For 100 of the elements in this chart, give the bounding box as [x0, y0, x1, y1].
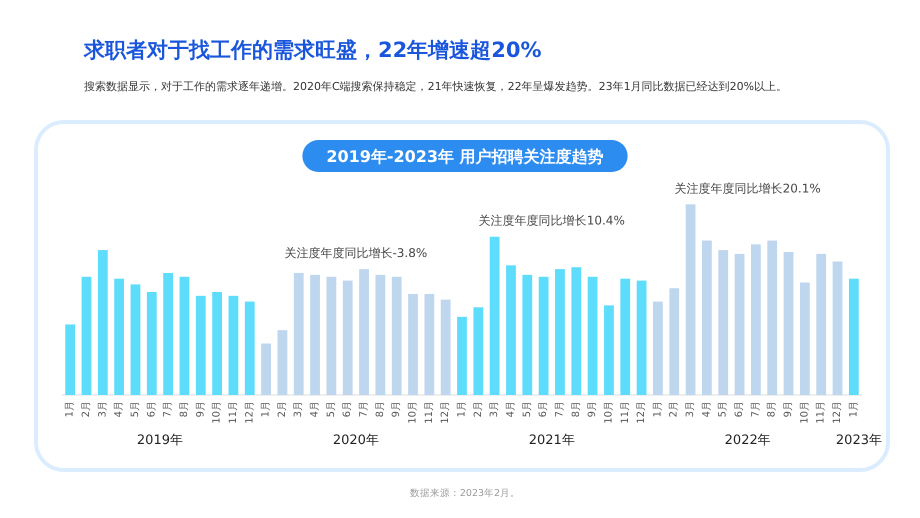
text: 2019年: [136, 433, 184, 448]
bar: [473, 307, 484, 395]
bar: [408, 294, 418, 395]
bar: [750, 244, 761, 395]
bar: [571, 267, 582, 395]
x-tick-label: 7月: [554, 401, 566, 418]
x-tick-label: 8月: [374, 401, 386, 418]
x-tick-label: 5月: [130, 401, 141, 418]
bar: [424, 294, 434, 395]
bar: [114, 278, 124, 395]
chart-subtitle: 搜索数据显示，对于工作的需求逐年递增。2020年C端搜索保持稳定，21年快速恢复，22年呈爆发趋势。23年1月同比数据已经达到20%以上。: [84, 80, 788, 93]
bar: [261, 344, 271, 395]
x-tick-label: 8月: [178, 401, 190, 418]
bar: [832, 262, 842, 395]
bar: [294, 272, 304, 395]
bar: [326, 276, 336, 395]
bar: [522, 274, 532, 395]
x-tick-label: 6月: [146, 401, 158, 418]
text: 2019年-2023年 用户招聘关注度趋势: [326, 147, 604, 166]
x-tick-label: 4月: [310, 401, 321, 418]
x-tick-label: 4月: [701, 401, 712, 418]
x-tick-label: 4月: [505, 401, 516, 418]
bar: [244, 302, 255, 395]
bar: [686, 204, 696, 395]
x-tick-label: 10月: [799, 401, 810, 424]
bar: [555, 269, 565, 395]
text: 关注度年度同比增长20.1%: [674, 181, 821, 196]
text: 2022年: [724, 433, 771, 448]
x-tick-label: 6月: [734, 401, 746, 418]
bar: [212, 292, 222, 395]
x-tick-label: 5月: [718, 401, 729, 418]
x-tick-label: 2月: [80, 401, 92, 418]
x-tick-label: 8月: [570, 401, 582, 418]
x-tick-label: 3月: [489, 401, 500, 418]
x-tick-label: 12月: [440, 401, 452, 424]
x-tick-label: 7月: [162, 401, 174, 418]
x-tick-label: 11月: [620, 401, 631, 424]
bar: [669, 288, 680, 395]
bar: [604, 305, 614, 395]
x-tick-label: 9月: [783, 401, 794, 418]
bar: [702, 240, 712, 395]
bar: [636, 280, 646, 395]
source-note: 数据来源：2023年2月。: [410, 487, 520, 499]
x-tick-label: 6月: [538, 401, 550, 418]
x-tick-label: 12月: [636, 401, 648, 424]
x-tick-label: 12月: [832, 401, 844, 424]
x-tick-label: 5月: [522, 401, 533, 418]
x-tick-label: 1月: [848, 401, 860, 418]
bar: [457, 316, 467, 395]
bar: [490, 236, 500, 395]
x-tick-label: 4月: [114, 401, 125, 418]
chart-title: 求职者对于找工作的需求旺盛，22年增速超20%: [83, 38, 542, 62]
bar: [734, 254, 744, 395]
text: 2023年: [836, 433, 882, 448]
bar: [506, 265, 516, 395]
x-tick-label: 1月: [260, 401, 272, 418]
x-tick-label: 1月: [652, 401, 664, 418]
x-tick-label: 11月: [228, 401, 239, 424]
bar: [653, 302, 663, 395]
bar: [359, 269, 369, 395]
x-tick-label: 2月: [668, 401, 680, 418]
x-tick-label: 11月: [816, 401, 827, 424]
x-tick-label: 7月: [358, 401, 370, 418]
bar: [163, 272, 174, 395]
x-tick-label: 9月: [195, 401, 206, 418]
text: 2021年: [528, 433, 575, 448]
bar: [342, 280, 353, 395]
x-tick-label: 8月: [766, 401, 778, 418]
x-tick-label: 10月: [408, 401, 419, 424]
bar: [146, 292, 157, 395]
annotation: 关注度年度同比增长10.4%: [478, 214, 625, 228]
x-tick-label: 9月: [391, 401, 402, 418]
bar: [228, 296, 238, 395]
bar: [440, 300, 451, 395]
bar: [130, 284, 140, 395]
x-tick-label: 3月: [97, 401, 108, 418]
x-tick-label: 1月: [456, 401, 468, 418]
bar: [538, 276, 549, 395]
x-tick-label: 10月: [212, 401, 223, 424]
bar: [800, 282, 810, 395]
annotation: 关注度年度同比增长-3.8%: [284, 246, 428, 260]
bar: [82, 276, 92, 395]
bar: [718, 250, 728, 395]
bar: [98, 250, 108, 395]
bar: [620, 278, 630, 395]
x-tick-label: 1月: [64, 401, 76, 418]
bar: [848, 278, 859, 395]
x-tick-label: 7月: [750, 401, 762, 418]
x-tick-label: 6月: [342, 401, 354, 418]
bar: [278, 330, 288, 395]
x-tick-label: 2月: [472, 401, 484, 418]
x-tick-label: 11月: [424, 401, 435, 424]
x-tick-label: 5月: [326, 401, 337, 418]
x-tick-label: 9月: [587, 401, 598, 418]
x-tick-label: 3月: [685, 401, 696, 418]
x-tick-label: 12月: [244, 401, 256, 424]
bar: [816, 254, 826, 395]
text: 2020年: [332, 433, 379, 448]
bar: [310, 274, 320, 395]
x-tick-label: 10月: [603, 401, 614, 424]
